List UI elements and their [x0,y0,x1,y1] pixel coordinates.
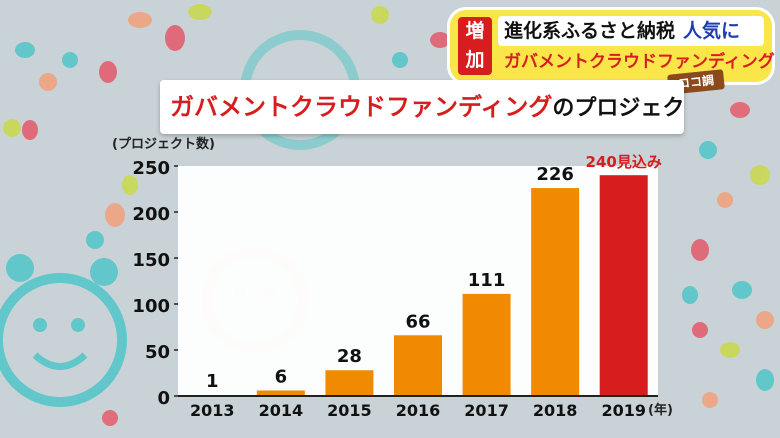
data-label-2017: 111 [468,270,506,291]
bar-2017 [462,293,511,396]
caption-tag: 増加 [458,17,492,75]
chart-title-sub: のプロジェクト数 [552,96,684,121]
data-label-2013: 1 [206,371,219,392]
news-caption: 増加 進化系ふるさと納税 人気に ガバメントクラウドファンディング [450,10,775,82]
x-tick-label-2016: 2016 [396,401,441,420]
x-tick-label-2014: 2014 [259,401,304,420]
y-tick-label: 150 [132,250,170,271]
y-tick-label: 250 [132,158,170,179]
data-label-2018: 226 [536,164,574,185]
bar-2019 [599,175,648,396]
bar-2014 [256,390,305,396]
bar-2018 [531,188,580,396]
x-tick-label-2017: 2017 [464,401,509,420]
chart-title-banner: ガバメントクラウドファンディングのプロジェクト数 [160,80,684,134]
y-axis-label: (プロジェクト数) [112,136,215,152]
x-tick-label-2015: 2015 [327,401,372,420]
x-axis-unit: (年) [648,402,673,418]
clock-mascot-left [0,254,127,407]
caption-line-1: 進化系ふるさと納税 人気に [498,16,764,46]
bar-2016 [394,335,442,396]
data-label-2015: 28 [337,346,362,367]
caption-line-1-accent: 人気に [683,20,741,42]
x-tick-label-2013: 2013 [190,401,235,420]
y-tick-label: 50 [145,342,170,363]
caption-line-2: ガバメントクラウドファンディング [504,52,775,72]
y-tick-label: 200 [132,204,170,225]
data-label-2014: 6 [275,366,288,387]
bar-2015 [325,370,374,396]
y-tick-label: 0 [157,388,170,409]
x-tick-label-2019: 2019 [601,401,646,420]
y-tick-label: 100 [132,296,170,317]
data-label-2016: 66 [405,311,430,332]
chart-title-main: ガバメントクラウドファンディング [170,93,553,121]
x-tick-label-2018: 2018 [533,401,578,420]
caption-line-1-text: 進化系ふるさと納税 [504,20,676,42]
data-label-2019: 240見込み [586,153,662,171]
